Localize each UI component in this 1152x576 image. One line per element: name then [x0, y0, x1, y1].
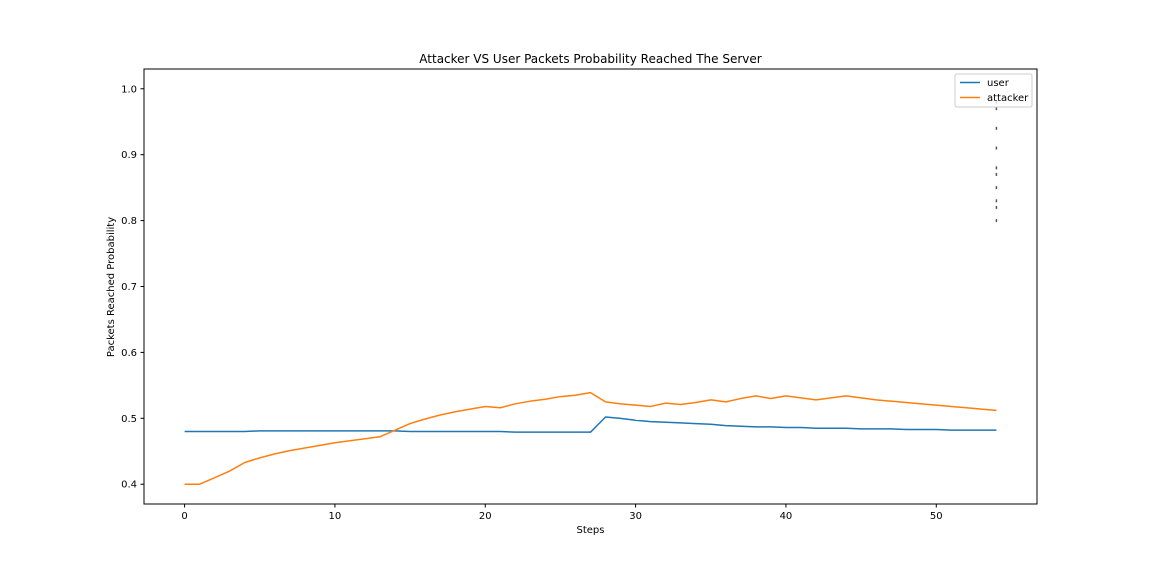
legend-user-label: user: [987, 78, 1010, 89]
x-axis-ticks: 0 10 20 30 40 50: [181, 504, 943, 522]
chart-title: Attacker VS User Packets Probability Rea…: [419, 52, 761, 66]
x-tick-label: 0: [181, 511, 187, 522]
y-tick-label: 0.5: [121, 414, 137, 425]
series-line-attacker: [184, 391, 997, 485]
y-tick-label: 0.6: [121, 348, 137, 359]
chart-legend: user attacker: [954, 73, 1033, 108]
series-layer: [184, 391, 997, 485]
y-axis-label: Packets Reached Probability: [106, 217, 117, 357]
plot-area: [143, 68, 1038, 505]
y-tick-label: 0.4: [121, 480, 137, 491]
y-axis-ticks: 0.4 0.5 0.6 0.7 0.8 0.9 1.0: [121, 84, 144, 491]
x-tick-label: 50: [930, 511, 943, 522]
y-tick-label: 0.8: [121, 216, 137, 227]
series-line-user: [184, 416, 997, 433]
x-axis-label: Steps: [577, 525, 605, 536]
legend-attacker-label: attacker: [987, 93, 1029, 104]
x-tick-label: 10: [329, 511, 342, 522]
x-tick-label: 20: [479, 511, 492, 522]
axes-frame: [143, 68, 1038, 505]
y-tick-label: 0.7: [121, 282, 137, 293]
x-tick-label: 40: [780, 511, 793, 522]
y-tick-label: 0.9: [121, 150, 137, 161]
x-tick-label: 30: [629, 511, 642, 522]
y-tick-label: 1.0: [121, 84, 137, 95]
